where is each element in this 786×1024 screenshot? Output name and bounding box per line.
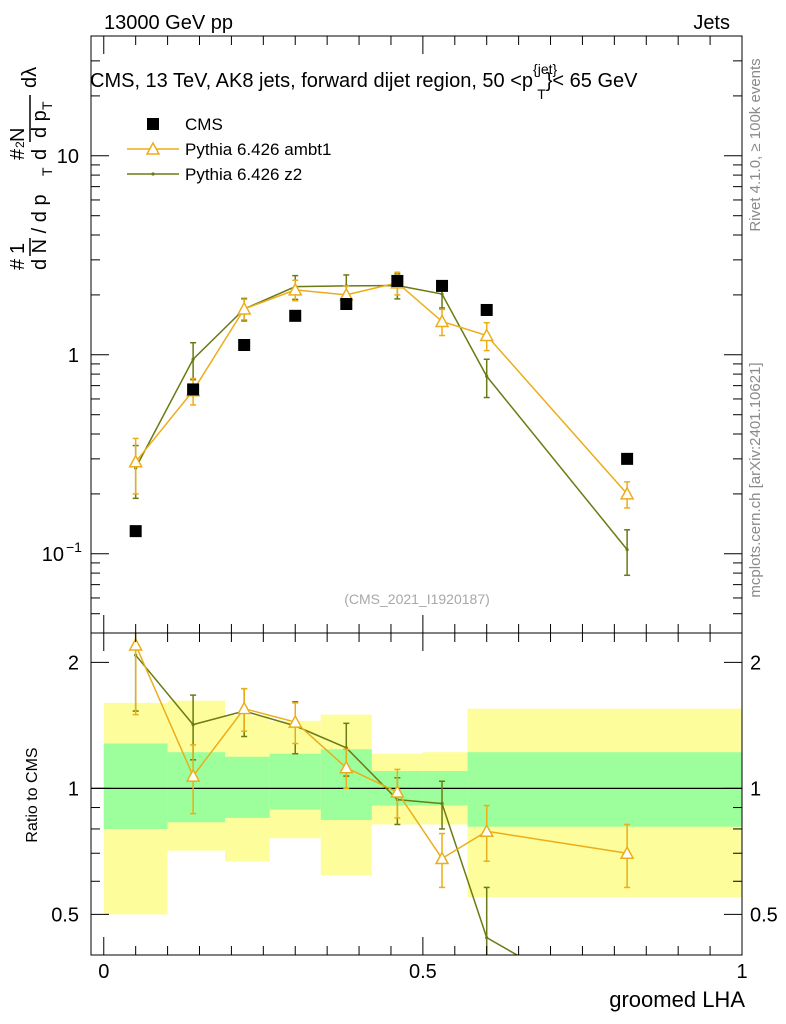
header-left: 13000 GeV pp <box>104 12 233 34</box>
x-tick-label: 0 <box>98 961 109 983</box>
data-point-dot <box>191 723 195 727</box>
x-tick-label: 1 <box>736 961 747 983</box>
ylabel-hash: # <box>7 258 29 270</box>
ylabel-dpt: d p <box>29 110 51 138</box>
title-part-title_tail: }< 65 GeV <box>546 70 638 92</box>
uncertainty-band-green <box>103 743 168 829</box>
data-point-dot <box>625 547 629 552</box>
x-tick-label: 0.5 <box>409 961 437 983</box>
title-part-title_sub: T <box>537 86 546 102</box>
ratio-y-axis-label: Ratio to CMS <box>24 747 41 842</box>
data-point-triangle <box>390 784 405 798</box>
data-point-cms <box>480 303 493 316</box>
ratio-y-tick-label: 0.5 <box>51 904 79 926</box>
data-point-dot <box>440 801 444 806</box>
data-point-cms <box>391 274 404 287</box>
title-part-title: CMS, 13 TeV, AK8 jets, forward dijet reg… <box>90 70 533 92</box>
data-point-triangle <box>434 850 450 865</box>
data-point-triangle <box>434 313 450 328</box>
data-point-cms <box>129 525 142 538</box>
ylabel-n: N <box>7 128 29 142</box>
data-point-triangle <box>479 327 494 342</box>
data-point-triangle <box>287 282 303 296</box>
rivet-label: Rivet 4.1.0, ≥ 100k events <box>747 58 764 231</box>
ratio-y-tick-label-right: 0.5 <box>750 904 778 926</box>
y-tick-label: 1 <box>68 345 79 367</box>
data-point-triangle <box>236 301 252 315</box>
y-tick-label-exp: −1 <box>66 539 82 555</box>
data-point-dot <box>485 374 489 378</box>
uncertainty-band-green <box>467 752 742 827</box>
data-point-triangle <box>128 637 143 651</box>
data-point-dot <box>485 936 489 940</box>
series-line <box>135 284 628 551</box>
ratio-y-tick-label-right: 1 <box>750 778 761 800</box>
data-point-cms <box>340 298 353 311</box>
data-point-triangle <box>128 454 143 468</box>
y-tick-label: 10 <box>57 146 79 168</box>
uncertainty-band-green <box>167 752 226 823</box>
data-point-triangle <box>185 768 201 782</box>
data-point-triangle <box>236 701 252 715</box>
chart-title: CMS, 13 TeV, AK8 jets, forward dijet reg… <box>90 61 638 102</box>
ylabel-dn-dpt: d N / d p <box>29 194 51 270</box>
mcplots-label: mcplots.cern.ch [arXiv:2401.10621] <box>747 362 764 597</box>
uncertainty-band-green <box>269 753 321 810</box>
data-point-dot <box>191 357 195 361</box>
ratio-frame <box>90 632 743 956</box>
ylabel-d: d <box>29 149 51 160</box>
legend-label: Pythia 6.426 z2 <box>185 165 302 184</box>
ratio-y-tick-label-right: 2 <box>750 652 761 674</box>
x-axis-label: groomed LHA <box>609 987 745 1012</box>
data-point-triangle <box>619 845 635 859</box>
ylabel-sub-t: T <box>39 167 55 176</box>
title-part-title_sup: {jet} <box>533 61 557 77</box>
data-point-triangle <box>339 760 354 774</box>
watermark: (CMS_2021_I1920187) <box>344 591 490 607</box>
legend-label: Pythia 6.426 ambt1 <box>185 140 331 159</box>
uncertainty-band-green <box>225 756 270 818</box>
ylabel-sub-t-2: T <box>39 101 55 110</box>
data-point-cms <box>621 452 634 465</box>
ylabel-sup-2: 2 <box>13 141 27 148</box>
data-point-dot <box>440 292 444 296</box>
ylabel-dlambda: dλ <box>19 67 41 88</box>
data-point-cms <box>436 279 449 292</box>
data-point-triangle <box>287 714 303 728</box>
ratio-y-tick-label: 1 <box>68 778 79 800</box>
legend-marker-cms <box>147 118 159 130</box>
ratio-y-tick-label: 2 <box>68 652 79 674</box>
data-point-triangle <box>479 823 494 837</box>
data-point-triangle <box>619 486 635 500</box>
data-point-cms <box>238 339 251 352</box>
ylabel-hash-2: # <box>7 148 29 160</box>
ratio-panel: 2 2 1 1 0.5 0.5 0 0.5 1 groomed LHA Ratio to CMS <box>24 632 778 1012</box>
ylabel-one: 1 <box>7 243 29 254</box>
legend-marker-triangle <box>145 141 161 155</box>
data-point-cms <box>289 309 302 322</box>
data-point-cms <box>187 383 200 396</box>
y-tick-label: 10 <box>42 544 64 566</box>
header-right: Jets <box>693 12 730 34</box>
legend-marker-dot <box>151 172 155 176</box>
series-line <box>135 282 628 495</box>
legend-label: CMS <box>185 115 223 134</box>
